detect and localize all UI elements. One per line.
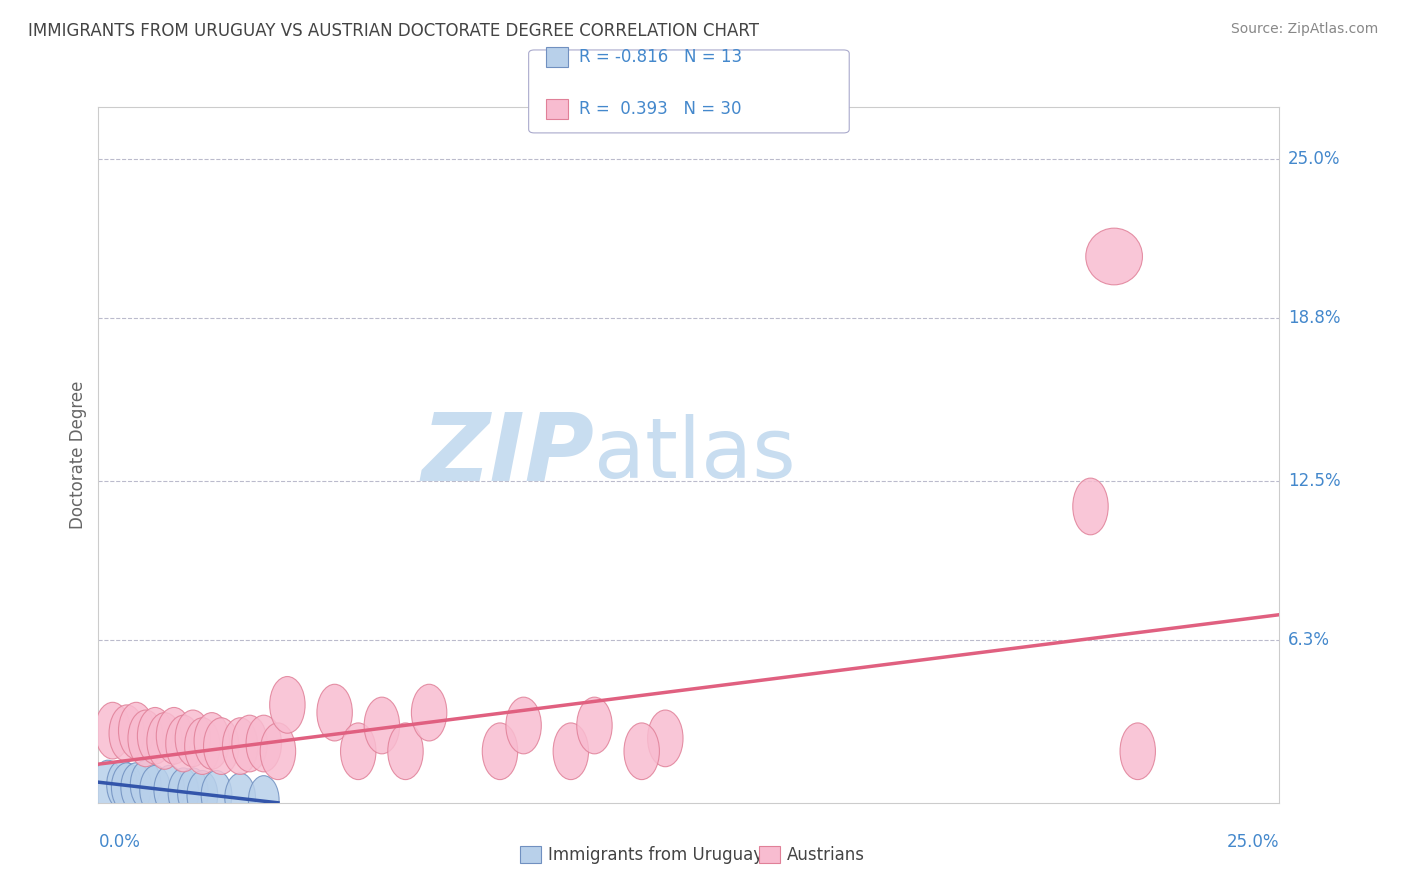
Text: 25.0%: 25.0% [1288,150,1340,168]
Ellipse shape [107,760,138,809]
Ellipse shape [121,763,152,812]
Ellipse shape [1121,723,1156,780]
Ellipse shape [94,702,131,759]
Text: 12.5%: 12.5% [1288,472,1340,490]
Ellipse shape [316,684,353,741]
Ellipse shape [576,698,612,754]
Ellipse shape [93,760,124,809]
Ellipse shape [131,760,162,809]
Ellipse shape [648,710,683,767]
Ellipse shape [260,723,295,780]
Ellipse shape [388,723,423,780]
Ellipse shape [166,715,201,772]
Ellipse shape [246,715,281,772]
Text: IMMIGRANTS FROM URUGUAY VS AUSTRIAN DOCTORATE DEGREE CORRELATION CHART: IMMIGRANTS FROM URUGUAY VS AUSTRIAN DOCT… [28,22,759,40]
Text: Austrians: Austrians [787,846,865,863]
Ellipse shape [177,768,208,817]
Ellipse shape [201,771,232,820]
Text: Immigrants from Uruguay: Immigrants from Uruguay [548,846,763,863]
Ellipse shape [138,707,173,764]
Ellipse shape [128,710,163,767]
Ellipse shape [222,718,257,774]
Ellipse shape [176,710,211,767]
Text: R =  0.393   N = 30: R = 0.393 N = 30 [579,100,742,118]
Text: ZIP: ZIP [422,409,595,501]
Text: Source: ZipAtlas.com: Source: ZipAtlas.com [1230,22,1378,37]
Ellipse shape [110,705,145,762]
Ellipse shape [506,698,541,754]
Text: 18.8%: 18.8% [1288,310,1340,327]
Ellipse shape [156,707,191,764]
Ellipse shape [624,723,659,780]
Ellipse shape [146,713,183,769]
Ellipse shape [204,718,239,774]
Ellipse shape [169,768,198,817]
Text: 25.0%: 25.0% [1227,833,1279,851]
Ellipse shape [364,698,399,754]
Ellipse shape [232,715,267,772]
Ellipse shape [111,763,142,812]
Ellipse shape [187,771,218,820]
Y-axis label: Doctorate Degree: Doctorate Degree [69,381,87,529]
Ellipse shape [340,723,375,780]
Ellipse shape [184,718,221,774]
Ellipse shape [553,723,589,780]
Ellipse shape [139,765,170,814]
Ellipse shape [249,776,280,825]
Ellipse shape [482,723,517,780]
Ellipse shape [1073,478,1108,535]
Ellipse shape [225,773,256,822]
Text: atlas: atlas [595,415,796,495]
Ellipse shape [194,713,229,769]
Ellipse shape [412,684,447,741]
Ellipse shape [118,702,153,759]
Ellipse shape [153,765,184,814]
Ellipse shape [1085,228,1143,285]
Text: 0.0%: 0.0% [98,833,141,851]
Text: R = -0.816   N = 13: R = -0.816 N = 13 [579,48,742,66]
Text: 6.3%: 6.3% [1288,632,1330,649]
Ellipse shape [270,676,305,733]
